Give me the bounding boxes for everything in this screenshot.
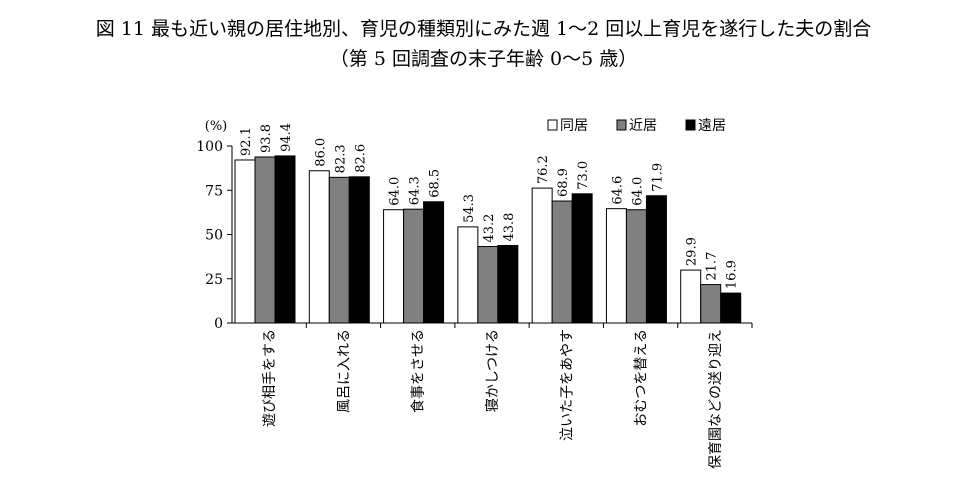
data-label: 82.6	[353, 144, 368, 173]
data-label: 68.9	[556, 168, 571, 197]
bar	[571, 193, 593, 324]
data-label: 21.7	[705, 252, 720, 281]
category-label: 保育園などの送り迎え	[708, 329, 724, 469]
data-label: 71.9	[650, 163, 665, 192]
data-label: 93.8	[259, 124, 274, 153]
bar	[383, 209, 405, 324]
bar	[254, 156, 276, 324]
data-label: 94.4	[279, 123, 294, 152]
data-label: 82.3	[333, 144, 348, 173]
legend-label: 遠居	[698, 118, 726, 134]
y-tick-label: 25	[205, 272, 223, 288]
bar	[403, 208, 425, 324]
category-label: おむつを替える	[634, 329, 650, 427]
bar	[700, 284, 722, 324]
data-label: 16.9	[725, 260, 740, 289]
y-tick-label: 75	[205, 183, 223, 199]
bar	[531, 187, 553, 324]
chart-subtitle: （第 5 回調査の末子年齢 0～5 歳）	[329, 48, 638, 70]
data-label: 43.2	[482, 214, 497, 243]
data-label: 64.6	[610, 176, 625, 205]
bar	[423, 201, 445, 324]
data-label: 92.1	[239, 127, 254, 156]
data-label: 64.3	[408, 176, 423, 205]
bar	[605, 208, 627, 324]
bar	[457, 226, 479, 324]
category-label: 食事をさせる	[410, 329, 427, 413]
y-tick-label: 0	[214, 316, 223, 332]
category-label: 寝かしつける	[484, 329, 501, 412]
data-label: 54.3	[462, 194, 477, 223]
y-axis-unit: (%)	[205, 119, 228, 134]
bar	[234, 159, 256, 324]
legend-label: 同居	[560, 118, 588, 134]
y-tick-label: 50	[205, 228, 223, 244]
category-label: 風呂に入れる	[336, 329, 352, 413]
category-label: 遊び相手をする	[262, 329, 278, 427]
data-label: 76.2	[536, 155, 551, 184]
legend-label: 近居	[629, 118, 657, 134]
data-label: 29.9	[685, 237, 700, 266]
data-label: 64.0	[388, 177, 403, 206]
bar	[551, 200, 573, 324]
bar	[680, 269, 702, 324]
legend-swatch	[547, 119, 558, 131]
data-label: 68.5	[428, 169, 443, 198]
bar	[274, 155, 296, 324]
legend-swatch	[685, 119, 696, 131]
bar	[308, 170, 330, 324]
chart-title: 図 11 最も近い親の居住地別、育児の種類別にみた週 1～2 回以上育児を遂行し…	[95, 18, 872, 40]
bar	[497, 244, 519, 324]
category-label: 泣いた子をあやす	[559, 329, 575, 441]
bar	[625, 209, 647, 324]
data-label: 43.8	[502, 213, 517, 242]
data-label: 86.0	[313, 138, 328, 167]
bar	[348, 176, 370, 324]
legend-swatch	[616, 119, 627, 131]
bar	[720, 292, 742, 324]
y-tick-label: 100	[196, 139, 223, 155]
bar	[477, 246, 499, 324]
bar	[645, 195, 667, 324]
data-label: 73.0	[576, 161, 591, 190]
data-label: 64.0	[630, 177, 645, 206]
bar	[328, 176, 350, 324]
